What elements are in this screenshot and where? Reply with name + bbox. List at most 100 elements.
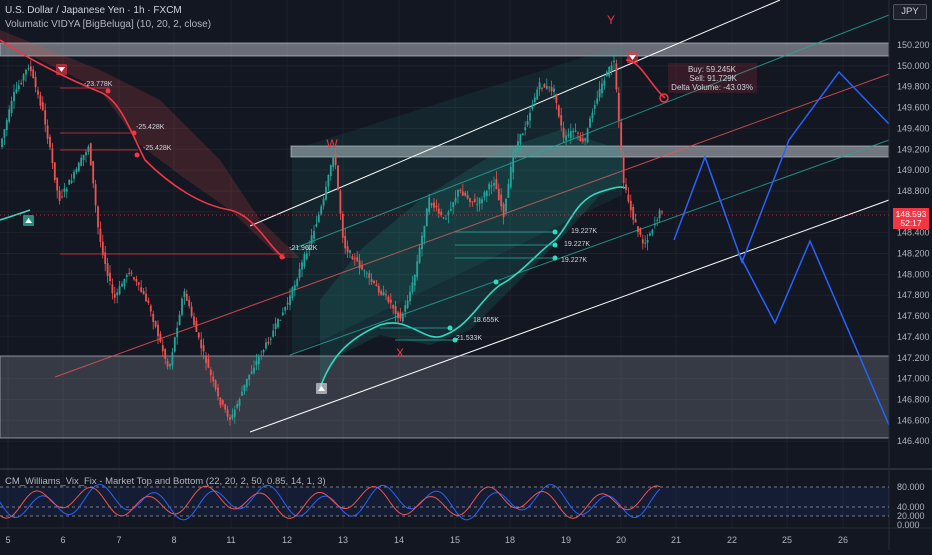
candle-body — [68, 179, 71, 185]
oscillator-line-red — [0, 485, 661, 519]
candle-body — [639, 228, 642, 235]
candle-body — [615, 63, 618, 90]
candle-body — [425, 208, 428, 227]
price-tick: 146.400 — [897, 436, 930, 446]
channel-inner-upper — [289, 14, 890, 251]
candle-body — [533, 97, 536, 103]
candle-body — [109, 272, 111, 281]
candle-body — [195, 321, 198, 332]
candle-body — [473, 199, 476, 202]
candle-body — [70, 180, 73, 183]
candle-body — [555, 93, 558, 103]
candle-body — [101, 241, 104, 256]
time-tick: 6 — [60, 535, 65, 545]
candle-body — [651, 229, 654, 234]
candle-body — [20, 83, 23, 85]
candle-body — [493, 183, 495, 186]
candle-body — [44, 110, 47, 125]
time-tick: 8 — [171, 535, 176, 545]
candle-body — [344, 235, 347, 249]
currency-button[interactable]: JPY — [893, 4, 927, 20]
candle-body — [502, 204, 505, 218]
marker-dot — [552, 242, 558, 248]
candle-body — [212, 376, 215, 382]
candle-body — [543, 83, 546, 88]
indicator-tick: 40.000 — [897, 502, 925, 512]
candle-body — [349, 250, 351, 253]
candle-body — [646, 240, 649, 243]
candle-body — [505, 199, 507, 212]
candle-body — [97, 206, 99, 228]
pattern-label-y: Y — [607, 13, 615, 27]
candle-body — [274, 323, 277, 330]
candle-body — [541, 87, 543, 89]
candle-body — [658, 210, 661, 219]
candle-body — [169, 364, 171, 367]
time-tick: 21 — [671, 535, 681, 545]
vidya-line-bull — [319, 186, 626, 389]
marker-dot — [552, 255, 558, 261]
candle-body — [550, 87, 553, 92]
candle-body — [99, 228, 102, 242]
candle-body — [358, 260, 361, 269]
candle-body — [387, 296, 390, 303]
candle-body — [224, 404, 227, 410]
candle-body — [591, 112, 594, 119]
candle-body — [574, 130, 577, 132]
candle-body — [476, 204, 479, 206]
candle-body — [536, 89, 539, 100]
candle-body — [214, 380, 217, 389]
candle-body — [53, 162, 56, 181]
candle-body — [128, 272, 131, 274]
candle-body — [435, 205, 438, 208]
candle-body — [85, 152, 87, 156]
candle-body — [305, 253, 308, 260]
candle-body — [82, 154, 85, 161]
price-tick: 147.800 — [897, 290, 930, 300]
candle-body — [3, 129, 6, 138]
candle-body — [159, 333, 162, 342]
price-tick: 148.800 — [897, 186, 930, 196]
candle-body — [56, 177, 59, 191]
candle-body — [308, 245, 311, 250]
price-tick: 150.000 — [897, 61, 930, 71]
marker-dot — [493, 279, 499, 285]
candle-body — [430, 203, 433, 206]
candle-body — [385, 294, 387, 296]
volume-box — [668, 63, 757, 93]
support-zone-bottom — [0, 355, 890, 439]
candle-body — [286, 302, 289, 305]
candle-body — [569, 131, 572, 138]
candle-body — [442, 217, 445, 219]
time-tick: 22 — [727, 535, 737, 545]
candle-body — [77, 162, 80, 172]
price-tick: 149.400 — [897, 123, 930, 133]
candle-body — [562, 127, 565, 138]
candle-body — [173, 337, 176, 352]
candle-body — [27, 68, 30, 70]
candle-body — [279, 319, 282, 321]
candle-body — [351, 256, 354, 260]
candle-body — [421, 235, 423, 249]
oscillator-title[interactable]: CM_Williams_Vix_Fix - Market Top and Bot… — [5, 476, 326, 487]
candle-body — [293, 285, 296, 291]
candle-body — [41, 102, 44, 111]
candle-body — [620, 122, 623, 151]
symbol-title[interactable]: U.S. Dollar / Japanese Yen · 1h · FXCM — [5, 5, 182, 16]
last-price-countdown: 52:17 — [900, 218, 922, 228]
candle-body — [301, 262, 303, 270]
candle-body — [617, 92, 620, 121]
candle-body — [171, 352, 174, 366]
candle-body — [377, 285, 380, 293]
candle-body — [538, 82, 541, 90]
candle-body — [411, 282, 414, 293]
indicator-tick: 80.000 — [897, 482, 925, 492]
projection-path-2 — [737, 239, 890, 426]
candle-body — [529, 112, 531, 121]
volume-label: -25.428K — [136, 124, 165, 131]
candle-body — [327, 174, 330, 187]
candle-body — [370, 279, 373, 283]
indicator-title[interactable]: Volumatic VIDYA [BigBeluga] (10, 20, 2, … — [5, 19, 212, 30]
candle-body — [445, 218, 447, 220]
